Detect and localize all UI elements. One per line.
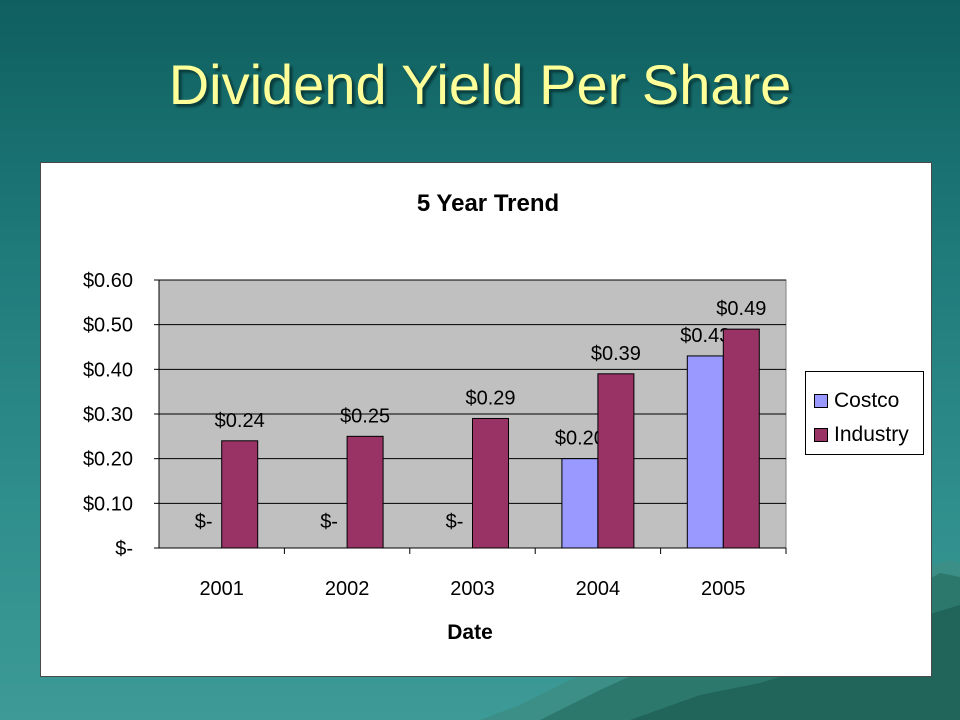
- bar-costco: [686, 355, 724, 549]
- data-label-costco: $-: [195, 511, 213, 533]
- x-axis-title: Date: [447, 621, 493, 644]
- bar-industry: [597, 373, 635, 549]
- chart-legend: Costco Industry: [805, 371, 924, 455]
- data-label-industry: $0.29: [465, 387, 515, 409]
- x-tick-label: 2002: [325, 578, 370, 600]
- data-label-costco: $-: [446, 511, 464, 533]
- legend-label-costco: Costco: [834, 389, 900, 412]
- data-label-industry: $0.49: [716, 298, 766, 320]
- bar-industry: [346, 435, 384, 549]
- legend-item-costco: Costco: [814, 388, 899, 414]
- legend-item-industry: Industry: [814, 422, 909, 448]
- y-tick-label: $0.10: [83, 493, 133, 515]
- x-tick-label: 2005: [701, 578, 746, 600]
- data-label-industry: $0.25: [340, 405, 390, 427]
- legend-swatch-industry: [814, 428, 828, 442]
- data-label-costco: $0.43: [680, 325, 730, 347]
- y-tick-label: $0.50: [83, 315, 133, 337]
- legend-swatch-costco: [814, 394, 828, 408]
- y-tick-label: $-: [115, 538, 133, 560]
- y-tick-label: $0.60: [83, 270, 133, 292]
- y-tick-label: $0.40: [83, 359, 133, 381]
- legend-label-industry: Industry: [834, 423, 909, 446]
- data-label-costco: $0.20: [555, 428, 605, 450]
- bar-industry: [221, 440, 259, 549]
- bar-costco: [561, 458, 599, 549]
- chart-container: 5 Year Trend Date $- $0.10 $0.20 $0.30 $0.40…: [40, 162, 932, 677]
- chart-title: 5 Year Trend: [417, 190, 559, 217]
- y-tick-label: $0.20: [83, 449, 133, 471]
- bar-chart: 5 Year Trend Date $- $0.10 $0.20 $0.30 $0.40…: [83, 190, 787, 644]
- bar-industry: [472, 417, 509, 549]
- y-tick-label: $0.30: [83, 404, 133, 426]
- bar-industry: [722, 328, 760, 549]
- data-label-costco: $-: [320, 511, 338, 533]
- mountain-decoration: [480, 560, 960, 720]
- x-tick-label: 2004: [576, 578, 621, 600]
- slide-title: Dividend Yield Per Share: [168, 53, 792, 116]
- data-label-industry: $0.24: [215, 410, 265, 432]
- x-tick-label: 2001: [199, 578, 244, 600]
- x-tick-label: 2003: [450, 578, 495, 600]
- data-label-industry: $0.39: [591, 343, 641, 365]
